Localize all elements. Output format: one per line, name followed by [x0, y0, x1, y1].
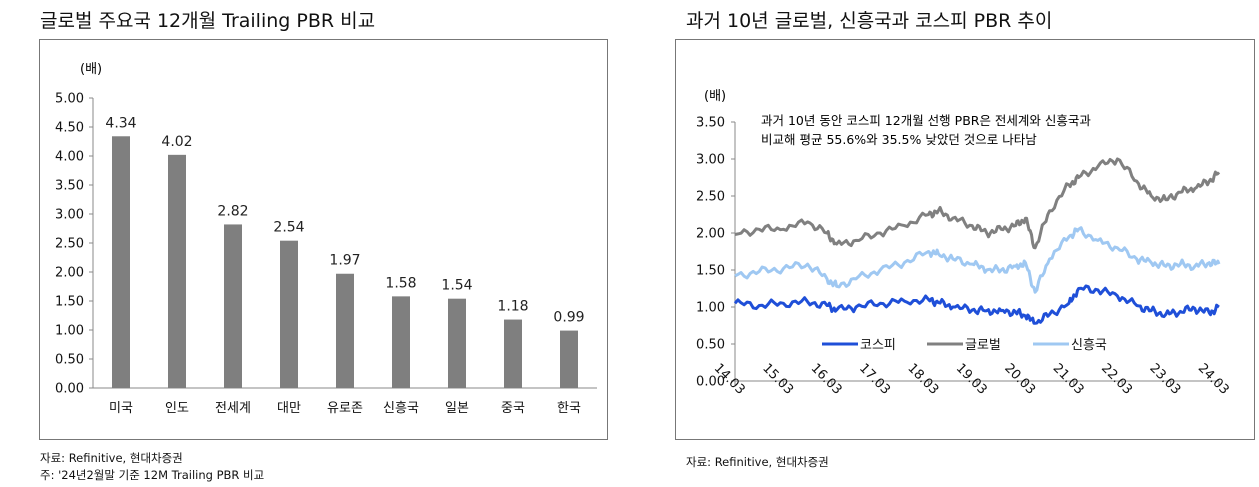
- bar-data-label: 1.54: [441, 278, 472, 294]
- line-y-tick-label: 1.50: [696, 264, 725, 279]
- series-line-3: [734, 226, 1221, 294]
- line-x-axis: 14.03 15.03 16.03 17.03 18.03 19.03 20.03 21.03…: [711, 361, 1232, 398]
- bar: [392, 296, 410, 388]
- bar-y-tick-label: 3.50: [55, 179, 84, 194]
- bar-category-label: 유로존: [327, 401, 363, 416]
- bar-category-label: 미국: [109, 401, 133, 416]
- bar-category-label: 일본: [445, 401, 469, 416]
- line-y-tick-label: 3.50: [696, 116, 725, 131]
- series-line-1: [733, 284, 1220, 325]
- bar: [224, 224, 242, 388]
- bar-data-label: 4.02: [161, 134, 192, 150]
- bar: [112, 136, 130, 388]
- bar: [504, 319, 522, 388]
- bar-y-tick-label: 1.00: [55, 324, 84, 339]
- bar-y-unit: (배): [80, 62, 102, 77]
- line-y-unit: (배): [704, 89, 726, 104]
- left-chart-frame: (배) 0.00 0.50 1.00 1.50 2.00 2.50 3.00 3.50 4.00…: [39, 39, 608, 440]
- bar: [336, 273, 354, 388]
- bar-data-label: 1.97: [329, 253, 360, 269]
- legend-label: 코스피: [860, 338, 896, 353]
- line-x-tick-label: 17.03: [856, 361, 893, 398]
- bar-data-label: 2.54: [273, 220, 304, 236]
- line-x-tick-label: 21.03: [1050, 361, 1087, 398]
- bar: [168, 154, 186, 388]
- bar-data-label: 1.58: [385, 275, 416, 291]
- bar-data-label: 0.99: [553, 310, 584, 326]
- bar-data-label: 1.18: [497, 299, 528, 315]
- legend: 코스피 글로벌 신흥국: [822, 338, 1107, 353]
- bar-y-tick-label: 0.50: [55, 353, 84, 368]
- line-y-tick-label: 2.50: [696, 190, 725, 205]
- legend-label: 글로벌: [965, 338, 1001, 353]
- line-x-tick-label: 24.03: [1195, 361, 1232, 398]
- bar-y-tick-label: 0.00: [55, 382, 84, 397]
- bar-category-label: 한국: [557, 401, 581, 416]
- bar-category-label: 대만: [277, 401, 301, 416]
- bar-y-tick-label: 4.00: [55, 150, 84, 165]
- bar-y-tick-label: 2.50: [55, 237, 84, 252]
- bar-chart: (배) 0.00 0.50 1.00 1.50 2.00 2.50 3.00 3.50 4.00…: [55, 62, 597, 416]
- bar: [560, 330, 578, 388]
- line-y-tick-label: 0.50: [696, 338, 725, 353]
- line-y-tick-label: 3.00: [696, 153, 725, 168]
- legend-label: 신흥국: [1071, 338, 1107, 353]
- line-x-tick-label: 19.03: [953, 361, 990, 398]
- annotation-line-2: 비교해 평균 55.6%와 35.5% 낮았던 것으로 나타남: [761, 132, 1037, 147]
- line-x-tick-label: 23.03: [1146, 361, 1183, 398]
- line-x-tick-label: 15.03: [759, 361, 796, 398]
- line-y-tick-label: 1.00: [696, 301, 725, 316]
- annotation-line-1: 과거 10년 동안 코스피 12개월 선행 PBR은 전세계와 신흥국과: [761, 113, 1091, 128]
- line-y-tick-label: 0.00: [696, 375, 725, 390]
- bar: [280, 240, 298, 388]
- bar-series: 4.34 미국 4.02 인도 2.82 전세계 2.54 대만 1.97 유로존 1.58 신흥국 1…: [105, 115, 584, 416]
- series-line-2: [734, 157, 1221, 250]
- line-x-tick-label: 16.03: [808, 361, 845, 398]
- line-y-axis: 0.00 0.50 1.00 1.50 2.00 2.50 3.00 3.50: [696, 116, 736, 390]
- line-chart: (배) 과거 10년 동안 코스피 12개월 선행 PBR은 전세계와 신흥국과…: [696, 89, 1232, 398]
- right-source: 자료: Refinitive, 현대차증권: [686, 455, 829, 469]
- bar-y-tick-label: 5.00: [55, 92, 84, 107]
- bar-category-label: 중국: [501, 401, 525, 416]
- line-y-tick-label: 2.00: [696, 227, 725, 242]
- bar-y-tick-label: 2.00: [55, 266, 84, 281]
- right-chart-title: 과거 10년 글로벌, 신흥국과 코스피 PBR 추이: [686, 10, 1053, 32]
- line-x-tick-label: 18.03: [904, 361, 941, 398]
- line-x-tick-label: 22.03: [1098, 361, 1135, 398]
- bar-data-label: 4.34: [105, 115, 136, 131]
- bar-y-axis: 0.00 0.50 1.00 1.50 2.00 2.50 3.00 3.50 4.00 4.50…: [55, 92, 597, 397]
- line-x-tick-label: 20.03: [1001, 361, 1038, 398]
- bar-y-tick-label: 1.50: [55, 295, 84, 310]
- bar-category-label: 인도: [165, 401, 189, 416]
- right-chart-frame: (배) 과거 10년 동안 코스피 12개월 선행 PBR은 전세계와 신흥국과…: [675, 39, 1255, 440]
- left-source: 자료: Refinitive, 현대차증권: [40, 451, 183, 465]
- bar-y-tick-label: 3.00: [55, 208, 84, 223]
- bar-category-label: 신흥국: [383, 401, 419, 416]
- left-footnote: 주: '24년2월말 기준 12M Trailing PBR 비교: [40, 468, 265, 482]
- bar-category-label: 전세계: [215, 401, 251, 416]
- bar-y-tick-label: 4.50: [55, 121, 84, 136]
- bar-data-label: 2.82: [217, 203, 248, 219]
- left-chart-title: 글로벌 주요국 12개월 Trailing PBR 비교: [40, 10, 376, 32]
- bar: [448, 298, 466, 388]
- line-series: [733, 157, 1221, 325]
